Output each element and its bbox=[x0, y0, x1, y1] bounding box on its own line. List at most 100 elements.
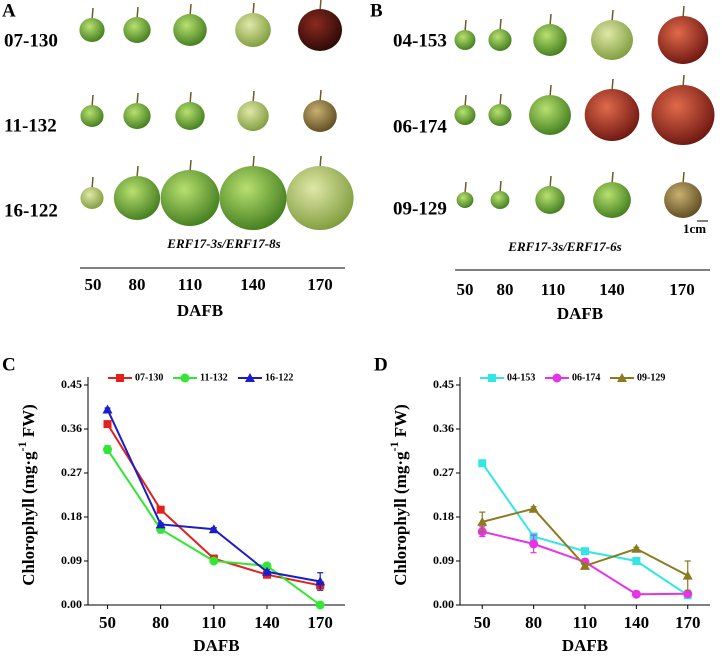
marker bbox=[102, 404, 113, 414]
apple-photo bbox=[175, 102, 205, 130]
stem bbox=[252, 90, 255, 104]
stem bbox=[611, 9, 614, 23]
y-tick-label: 0.09 bbox=[433, 553, 454, 567]
stem bbox=[252, 2, 255, 16]
marker bbox=[315, 576, 326, 586]
marker bbox=[581, 547, 589, 556]
marker bbox=[682, 570, 693, 580]
apple-photo bbox=[113, 176, 161, 220]
column-label: 170 bbox=[307, 275, 333, 294]
y-axis-label-part: -1 bbox=[387, 442, 401, 452]
apple-photo bbox=[488, 104, 512, 126]
stem bbox=[189, 3, 192, 17]
line bbox=[481, 462, 689, 597]
legend-label: 06-174 bbox=[572, 372, 600, 383]
column-label: 80 bbox=[129, 275, 146, 294]
x-tick-label: 170 bbox=[307, 613, 333, 632]
legend-label: 04-153 bbox=[507, 372, 535, 383]
x-tick-label: 110 bbox=[202, 613, 227, 632]
x-tick-label: 50 bbox=[474, 613, 491, 632]
y-tick-label: 0.36 bbox=[61, 421, 82, 435]
stem bbox=[611, 171, 614, 185]
stem bbox=[499, 180, 502, 194]
row-label: 11-132 bbox=[4, 115, 57, 136]
legend-marker bbox=[116, 374, 124, 382]
stem bbox=[549, 175, 552, 189]
column-label: 110 bbox=[541, 280, 566, 299]
axis-label: DAFB bbox=[177, 301, 223, 320]
row-label: 07-130 bbox=[4, 30, 58, 51]
apple-photo bbox=[173, 14, 207, 46]
y-tick-label: 0.45 bbox=[433, 377, 454, 391]
apple-photo bbox=[80, 187, 104, 209]
x-tick-label: 170 bbox=[675, 613, 701, 632]
marker bbox=[208, 524, 219, 534]
legend-label: 07-130 bbox=[135, 372, 163, 383]
marker bbox=[631, 589, 641, 599]
y-tick-label: 0.27 bbox=[61, 465, 82, 479]
apple-photo bbox=[123, 103, 151, 129]
stem bbox=[136, 6, 139, 20]
stem bbox=[682, 171, 685, 185]
apple-photo bbox=[488, 29, 512, 51]
marker bbox=[529, 539, 539, 549]
y-tick-label: 0.18 bbox=[433, 509, 454, 523]
apple-photo bbox=[297, 9, 343, 51]
marker bbox=[478, 459, 487, 468]
panel-letter: C bbox=[2, 354, 16, 375]
stem bbox=[91, 94, 94, 108]
y-tick-label: 0.36 bbox=[433, 421, 454, 435]
stem bbox=[136, 165, 139, 179]
stem bbox=[319, 155, 322, 169]
apple-photo bbox=[454, 30, 476, 50]
stem bbox=[91, 7, 94, 21]
legend-label: 09-129 bbox=[637, 372, 665, 383]
apple-photo bbox=[237, 101, 269, 131]
row-label: 06-174 bbox=[393, 116, 447, 137]
column-label: 110 bbox=[178, 275, 203, 294]
stem bbox=[682, 5, 685, 19]
marker bbox=[103, 420, 112, 429]
marker bbox=[631, 543, 642, 553]
axis-label: DAFB bbox=[557, 304, 603, 323]
stem bbox=[499, 93, 502, 107]
marker bbox=[102, 445, 112, 455]
apple-photo bbox=[664, 182, 702, 218]
y-tick-label: 0.09 bbox=[61, 553, 82, 567]
stem bbox=[189, 159, 192, 173]
marker bbox=[262, 566, 273, 576]
stem bbox=[91, 176, 94, 190]
apple-photo bbox=[584, 89, 640, 141]
apple-photo bbox=[219, 166, 287, 230]
marker bbox=[683, 589, 693, 599]
y-axis-label-part: -1 bbox=[15, 442, 29, 452]
stem bbox=[136, 92, 139, 106]
marker bbox=[477, 516, 488, 526]
apple-photo bbox=[490, 191, 510, 209]
apple-photo bbox=[456, 192, 474, 208]
y-axis-label-part: Chlorophyll (mg·g bbox=[391, 451, 410, 586]
y-axis-label-part: Chlorophyll (mg·g bbox=[19, 451, 38, 586]
column-label: 50 bbox=[85, 275, 102, 294]
legend-marker bbox=[552, 373, 562, 383]
panel-letter: B bbox=[370, 0, 383, 21]
stem bbox=[189, 91, 192, 105]
apple-photo bbox=[593, 182, 631, 218]
row-label: 09-129 bbox=[393, 198, 447, 219]
apple-photo bbox=[303, 100, 337, 132]
x-tick-label: 80 bbox=[152, 613, 169, 632]
marker bbox=[528, 503, 539, 513]
stem bbox=[319, 0, 322, 12]
stem bbox=[549, 84, 552, 98]
legend-label: 11-132 bbox=[200, 372, 228, 383]
photo-panels bbox=[79, 0, 715, 230]
y-axis-label-part: FW) bbox=[19, 404, 38, 441]
y-tick-label: 0.00 bbox=[61, 597, 82, 611]
stem bbox=[252, 155, 255, 169]
stem bbox=[464, 94, 467, 108]
caption: ERF17-3s/ERF17-6s bbox=[507, 239, 621, 254]
legend-marker bbox=[180, 373, 190, 383]
x-axis-label: DAFB bbox=[193, 636, 239, 655]
caption: ERF17-3s/ERF17-8s bbox=[166, 236, 280, 251]
marker bbox=[209, 556, 219, 566]
